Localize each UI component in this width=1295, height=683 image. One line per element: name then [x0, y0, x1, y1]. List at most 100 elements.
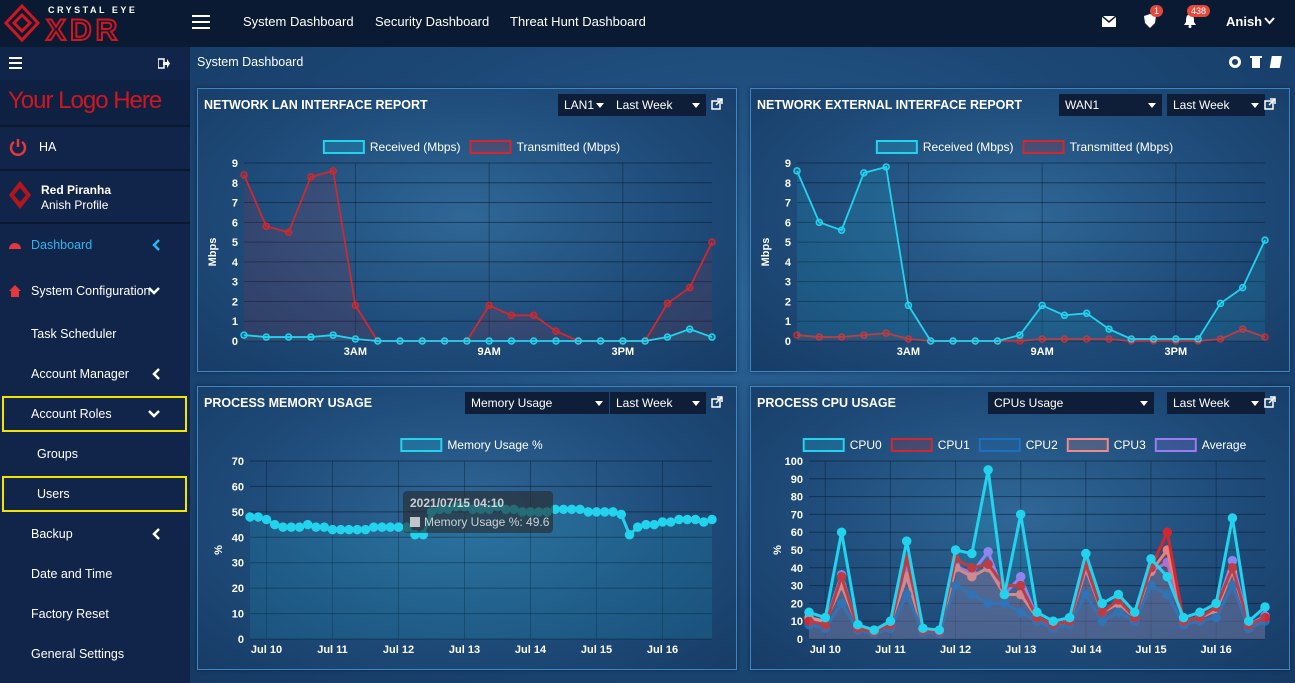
menu-chevron[interactable]: [148, 285, 160, 297]
breadcrumb: System Dashboard: [197, 55, 304, 69]
open-external[interactable]: [1264, 98, 1276, 110]
x-tick-label: Jul 11: [875, 644, 906, 656]
legend-label: Received (Mbps): [923, 140, 1014, 154]
menu-toggle[interactable]: [192, 14, 212, 32]
nav-link[interactable]: System Dashboard: [243, 14, 354, 29]
data-point: [286, 522, 296, 532]
ha-label[interactable]: HA: [39, 140, 57, 154]
user-chevron[interactable]: [1264, 17, 1275, 25]
y-tick-label: 0: [797, 634, 803, 646]
logout-icon[interactable]: [158, 58, 170, 69]
data-point: [967, 589, 977, 600]
data-point: [1216, 335, 1225, 343]
data-point: [804, 616, 814, 626]
user-menu[interactable]: Anish: [1226, 14, 1263, 29]
x-tick-label: Jul 10: [810, 644, 841, 656]
select[interactable]: CPUs Usage: [988, 392, 1154, 414]
y-tick-label: 40: [791, 563, 803, 575]
menu-item[interactable]: Dashboard: [31, 238, 93, 252]
legend-label: Average: [1202, 438, 1247, 452]
data-point: [904, 301, 913, 310]
x-tick-label: Jul 10: [251, 644, 282, 656]
mail-icon[interactable]: [1102, 16, 1116, 27]
panel-title: NETWORK LAN INTERFACE REPORT: [204, 98, 428, 112]
menu-chevron[interactable]: [151, 528, 163, 540]
menu-item[interactable]: General Settings: [31, 647, 125, 661]
legend-swatch: [875, 140, 918, 154]
data-point: [351, 335, 360, 343]
data-point: [1260, 612, 1270, 623]
legend-swatch: [322, 140, 365, 154]
menu-item[interactable]: Account Roles: [31, 407, 112, 421]
data-point: [558, 504, 569, 515]
data-point: [396, 337, 404, 345]
data-point: [583, 507, 593, 517]
data-point: [1162, 527, 1173, 537]
data-point: [1016, 331, 1024, 339]
menu-chevron[interactable]: [148, 408, 160, 420]
data-point: [262, 222, 271, 231]
select[interactable]: LAN1: [558, 94, 610, 116]
menu-item[interactable]: Factory Reset: [31, 607, 109, 621]
shield-icon[interactable]: [1144, 14, 1156, 28]
data-point: [377, 522, 387, 532]
x-tick-label: Jul 14: [1070, 644, 1102, 656]
y-tick-label: 2: [232, 296, 238, 308]
nav-link[interactable]: Security Dashboard: [375, 14, 490, 29]
select[interactable]: Memory Usage: [465, 392, 609, 414]
menu-item[interactable]: Users: [37, 487, 70, 501]
separator: [0, 125, 190, 127]
data-point: [663, 299, 672, 308]
data-point: [245, 512, 255, 522]
menu-item[interactable]: Backup: [31, 527, 73, 541]
select[interactable]: Last Week: [1167, 392, 1265, 414]
profile-name[interactable]: Anish Profile: [41, 198, 109, 212]
data-point: [1162, 571, 1173, 582]
open-external[interactable]: [711, 396, 723, 408]
menu-item[interactable]: System Configuration: [31, 284, 151, 298]
data-point: [616, 509, 626, 520]
y-tick-label: 100: [785, 456, 803, 468]
data-point: [690, 514, 701, 525]
data-point: [641, 519, 651, 530]
legend-label: Transmitted (Mbps): [517, 140, 621, 154]
menu-item[interactable]: Date and Time: [31, 567, 113, 581]
nav-link[interactable]: Threat Hunt Dashboard: [510, 14, 646, 29]
y-tick-label: 0: [785, 336, 791, 348]
data-point: [529, 337, 538, 345]
data-point: [793, 331, 801, 339]
y-tick-label: 7: [232, 198, 238, 210]
y-tick-label: 0: [232, 336, 238, 348]
dashboard-tools[interactable]: [1228, 55, 1288, 69]
open-external[interactable]: [1264, 396, 1276, 408]
menu-item[interactable]: Account Manager: [31, 367, 129, 381]
series-area: [250, 506, 712, 639]
logo-area: [0, 80, 190, 125]
y-tick-label: 8: [232, 178, 238, 190]
menu-chevron[interactable]: [151, 239, 163, 251]
data-point: [1172, 335, 1180, 343]
select[interactable]: WAN1: [1059, 94, 1162, 116]
data-point: [336, 524, 346, 535]
menu-item[interactable]: Groups: [37, 447, 78, 461]
select[interactable]: Last Week: [610, 94, 706, 116]
menu-chevron[interactable]: [151, 368, 163, 380]
data-point: [926, 337, 935, 345]
series-area: [809, 469, 1265, 639]
data-point: [600, 507, 610, 517]
x-tick-label: 3AM: [897, 346, 920, 358]
select[interactable]: Last Week: [610, 392, 706, 414]
data-point: [552, 327, 560, 335]
data-point: [815, 218, 824, 227]
data-point: [1260, 602, 1270, 612]
select[interactable]: Last Week: [1167, 94, 1265, 116]
menu-item[interactable]: Task Scheduler: [31, 327, 117, 341]
open-external[interactable]: [711, 98, 723, 110]
data-point: [1227, 513, 1238, 523]
y-tick-label: 8: [785, 178, 791, 190]
data-point: [1127, 335, 1136, 343]
sidebar-toggle[interactable]: [9, 57, 23, 69]
data-point: [815, 333, 824, 341]
data-point: [882, 329, 890, 337]
data-point: [666, 517, 676, 527]
